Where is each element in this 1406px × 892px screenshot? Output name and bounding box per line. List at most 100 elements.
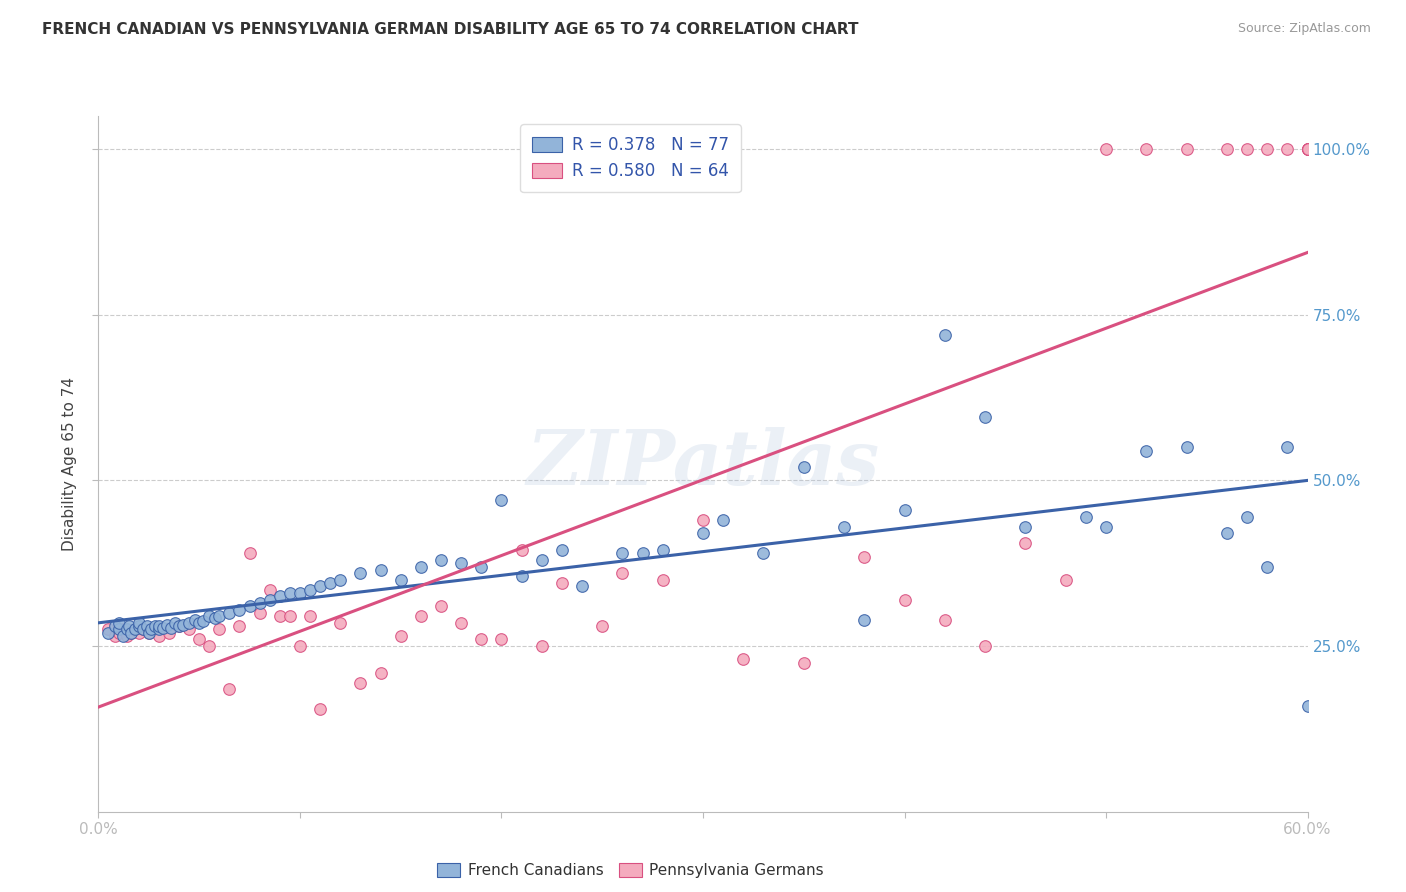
- Point: [470, 559, 492, 574]
- Point: [591, 619, 613, 633]
- Point: [249, 606, 271, 620]
- Point: [239, 546, 262, 560]
- Point: [651, 573, 673, 587]
- Point: [188, 615, 211, 630]
- Point: [299, 582, 322, 597]
- Point: [1095, 142, 1118, 156]
- Point: [1296, 142, 1319, 156]
- Point: [1277, 142, 1299, 156]
- Point: [143, 623, 166, 637]
- Point: [1135, 443, 1157, 458]
- Point: [349, 566, 371, 581]
- Point: [1296, 142, 1319, 156]
- Point: [103, 619, 125, 633]
- Point: [163, 615, 186, 630]
- Point: [1296, 698, 1319, 713]
- Point: [208, 609, 231, 624]
- Point: [1236, 142, 1258, 156]
- Point: [1296, 142, 1319, 156]
- Point: [1296, 142, 1319, 156]
- Point: [167, 619, 190, 633]
- Point: [551, 543, 574, 558]
- Point: [228, 602, 250, 616]
- Point: [120, 625, 142, 640]
- Point: [97, 623, 120, 637]
- Point: [107, 623, 129, 637]
- Point: [1175, 440, 1198, 454]
- Point: [148, 623, 170, 637]
- Point: [974, 639, 997, 653]
- Point: [1236, 509, 1258, 524]
- Point: [934, 613, 956, 627]
- Point: [389, 629, 412, 643]
- Point: [651, 543, 673, 558]
- Point: [132, 623, 155, 637]
- Point: [107, 615, 129, 630]
- Point: [1175, 142, 1198, 156]
- Point: [551, 576, 574, 591]
- Point: [1135, 142, 1157, 156]
- Point: [278, 609, 301, 624]
- Point: [184, 613, 207, 627]
- Point: [893, 503, 915, 517]
- Point: [179, 615, 201, 630]
- Point: [711, 513, 734, 527]
- Point: [208, 623, 231, 637]
- Y-axis label: Disability Age 65 to 74: Disability Age 65 to 74: [62, 376, 77, 551]
- Point: [409, 609, 432, 624]
- Point: [853, 613, 876, 627]
- Point: [115, 623, 138, 637]
- Point: [329, 615, 352, 630]
- Point: [135, 619, 157, 633]
- Point: [107, 625, 129, 640]
- Point: [530, 639, 553, 653]
- Point: [103, 629, 125, 643]
- Point: [1256, 559, 1278, 574]
- Point: [612, 566, 634, 581]
- Point: [370, 563, 392, 577]
- Point: [138, 625, 160, 640]
- Point: [97, 625, 120, 640]
- Text: ZIPatlas: ZIPatlas: [526, 427, 880, 500]
- Point: [470, 632, 492, 647]
- Point: [530, 553, 553, 567]
- Point: [118, 619, 141, 633]
- Point: [370, 665, 392, 680]
- Point: [188, 632, 211, 647]
- Point: [1095, 520, 1118, 534]
- Point: [204, 611, 226, 625]
- Point: [1216, 142, 1239, 156]
- Point: [278, 586, 301, 600]
- Point: [259, 582, 281, 597]
- Point: [269, 590, 291, 604]
- Point: [430, 599, 453, 614]
- Point: [160, 620, 183, 634]
- Point: [138, 625, 160, 640]
- Point: [510, 569, 533, 583]
- Point: [510, 543, 533, 558]
- Point: [793, 460, 815, 475]
- Point: [115, 629, 138, 643]
- Point: [143, 619, 166, 633]
- Point: [1277, 440, 1299, 454]
- Point: [612, 546, 634, 560]
- Point: [1074, 509, 1097, 524]
- Point: [128, 619, 150, 633]
- Point: [167, 619, 190, 633]
- Point: [349, 675, 371, 690]
- Point: [692, 526, 714, 541]
- Point: [974, 410, 997, 425]
- Point: [793, 656, 815, 670]
- Point: [329, 573, 352, 587]
- Point: [288, 586, 311, 600]
- Point: [139, 623, 162, 637]
- Point: [491, 493, 513, 508]
- Point: [179, 623, 201, 637]
- Point: [571, 579, 593, 593]
- Point: [249, 596, 271, 610]
- Point: [218, 682, 240, 697]
- Point: [309, 702, 332, 716]
- Point: [288, 639, 311, 653]
- Text: FRENCH CANADIAN VS PENNSYLVANIA GERMAN DISABILITY AGE 65 TO 74 CORRELATION CHART: FRENCH CANADIAN VS PENNSYLVANIA GERMAN D…: [42, 22, 859, 37]
- Point: [309, 579, 332, 593]
